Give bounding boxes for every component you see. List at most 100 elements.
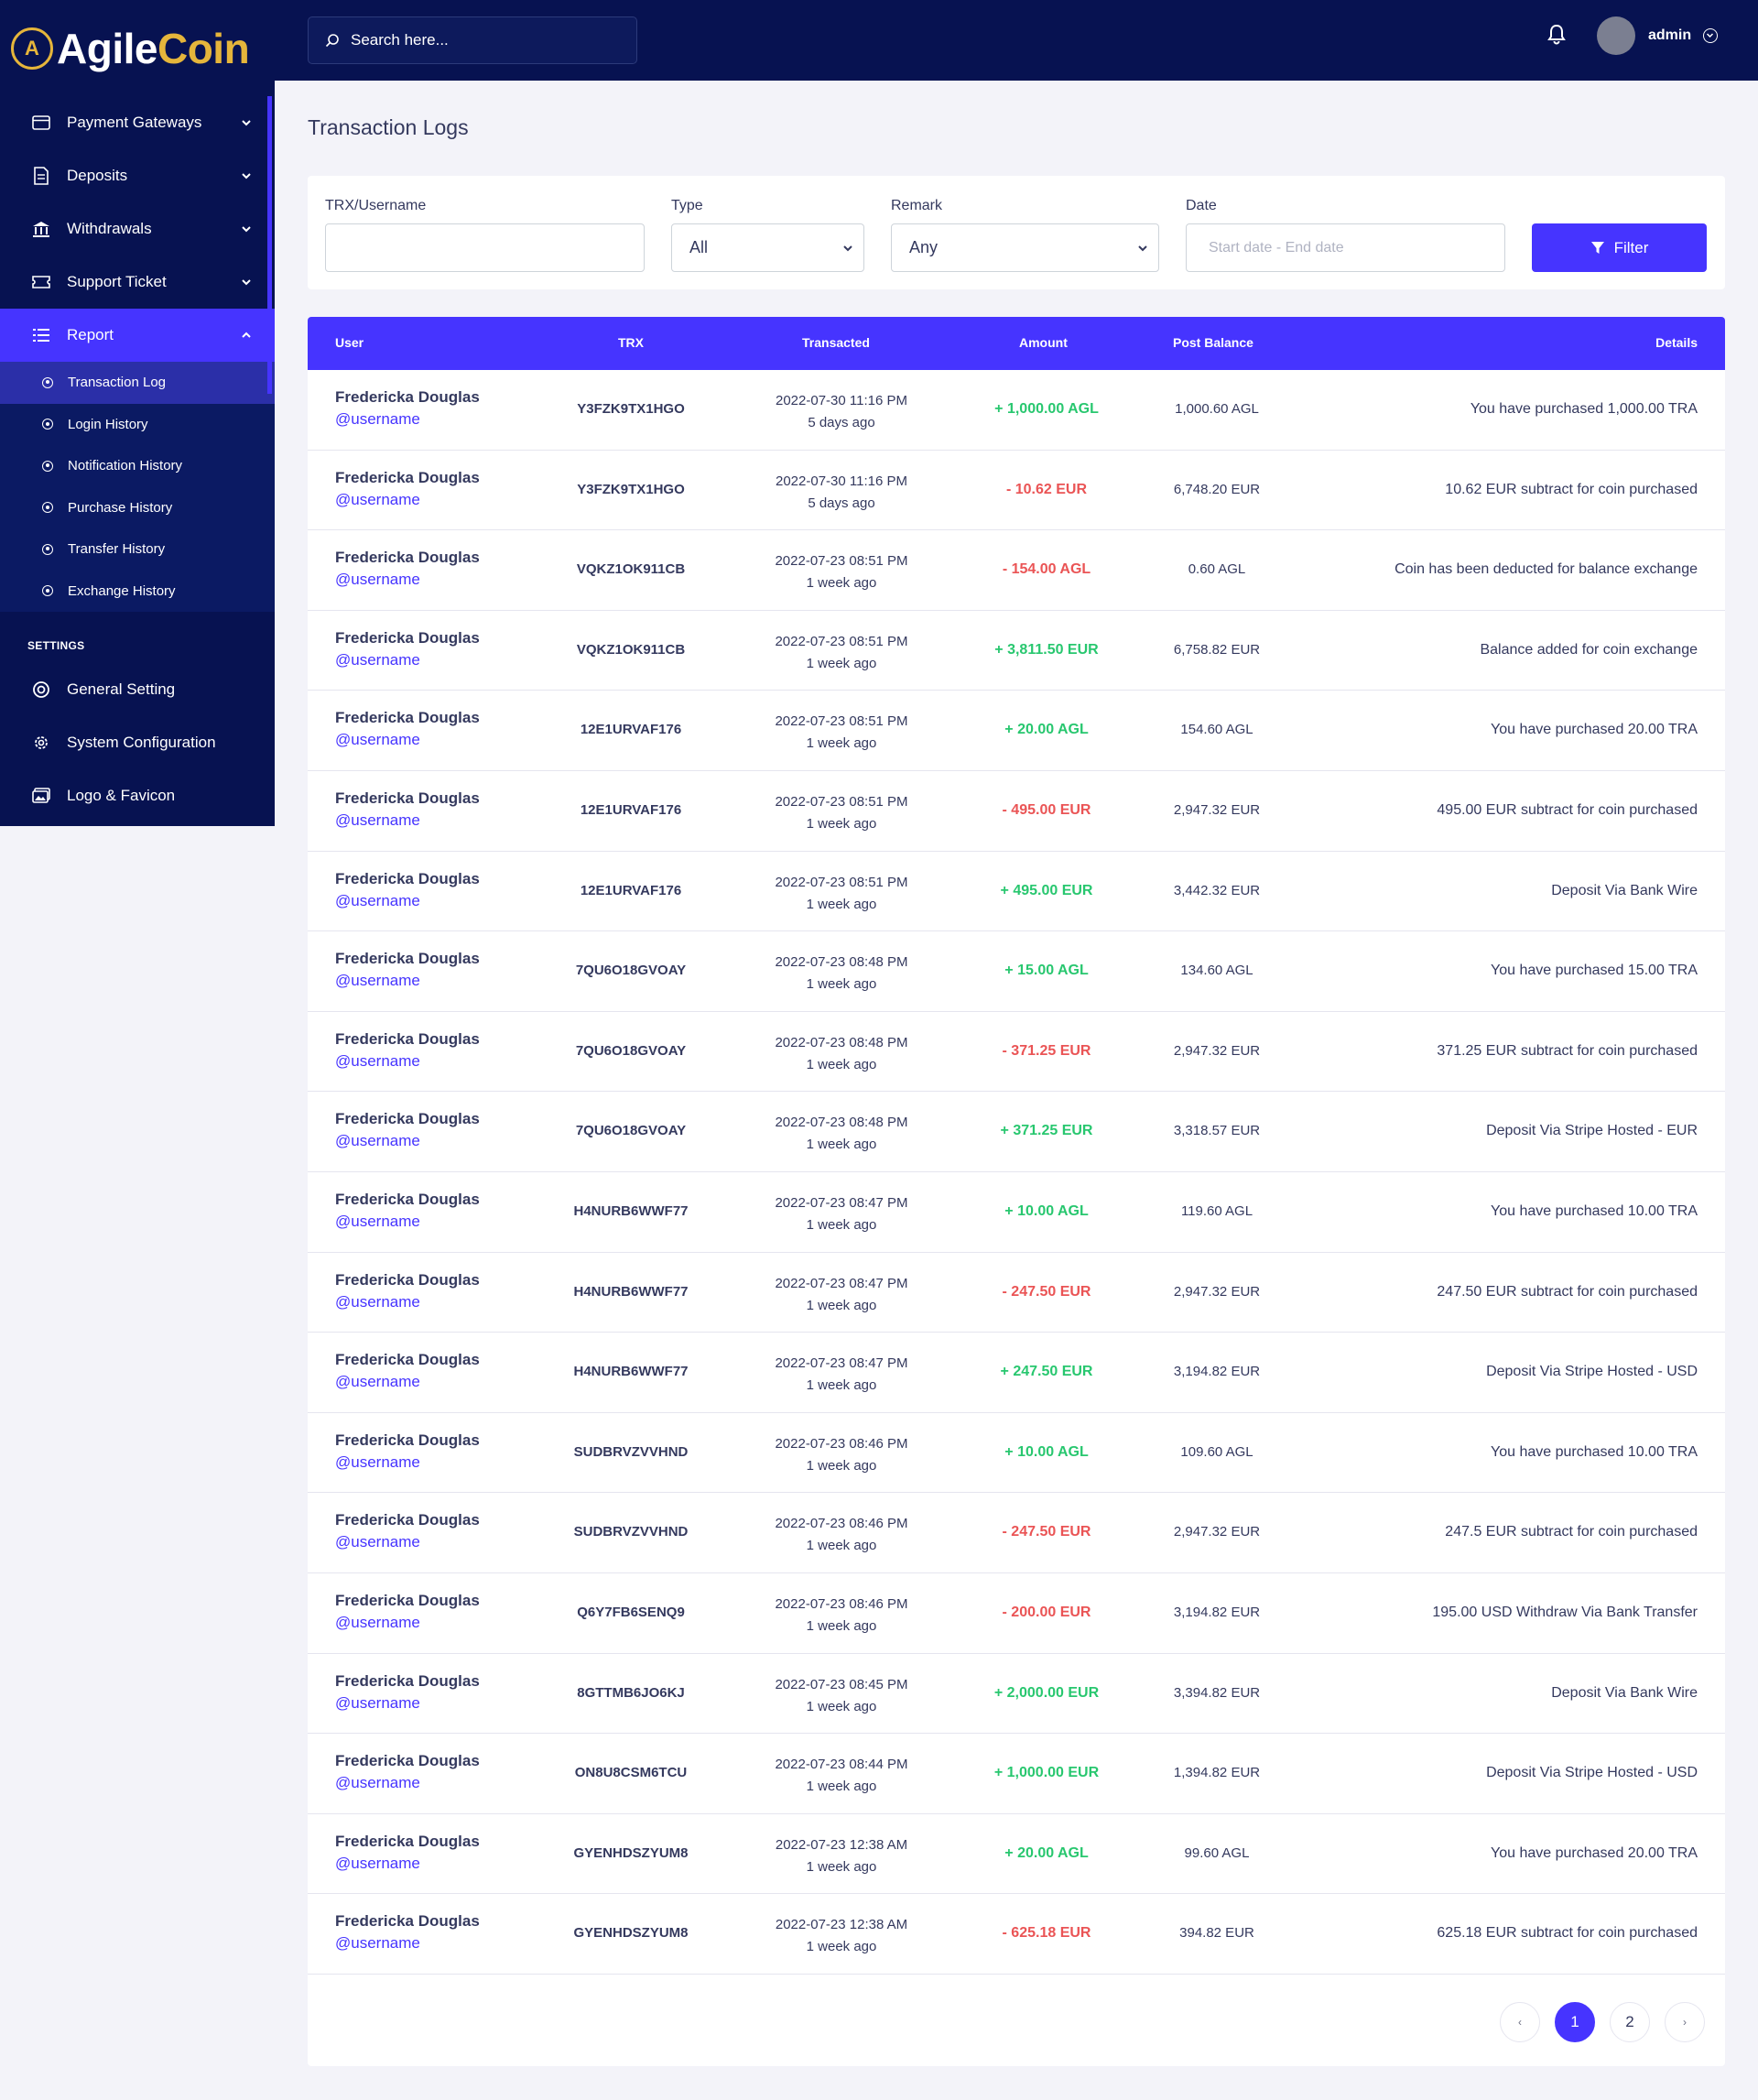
table-row: Fredericka Douglas @username 7QU6O18GVOAY 2… <box>308 1092 1725 1172</box>
username-link[interactable]: @username <box>335 972 420 990</box>
page-title: Transaction Logs <box>308 115 469 139</box>
post-balance-value: 134.60 AGL <box>1180 963 1253 979</box>
bell-icon[interactable] <box>1544 22 1569 48</box>
pagination-page-1[interactable]: 1 <box>1555 2002 1595 2042</box>
username-link[interactable]: @username <box>335 490 420 508</box>
amount-value: + 371.25 EUR <box>1000 1123 1093 1139</box>
username-link[interactable]: @username <box>335 571 420 589</box>
admin-name[interactable]: admin <box>1648 27 1692 43</box>
submenu-transaction-log[interactable]: Transaction Log <box>0 362 275 404</box>
username-link[interactable]: @username <box>335 1613 420 1631</box>
trx-id: ON8U8CSM6TCU <box>574 1765 688 1781</box>
submenu-purchase-history[interactable]: Purchase History <box>0 487 275 529</box>
user-fullname: Fredericka Douglas <box>335 468 480 486</box>
post-balance-value: 394.82 EUR <box>1179 1925 1254 1942</box>
topbar: admin <box>275 0 1758 81</box>
circle-dot-icon <box>42 376 53 388</box>
table-row: Fredericka Douglas @username 7QU6O18GVOAY 2… <box>308 1012 1725 1093</box>
username-link[interactable]: @username <box>335 1693 420 1712</box>
username-link[interactable]: @username <box>335 1292 420 1311</box>
transacted-ago: 1 week ago <box>806 1297 877 1313</box>
gear-icon <box>31 733 51 753</box>
pagination-prev[interactable]: ‹ <box>1500 2002 1540 2042</box>
submenu-login-history[interactable]: Login History <box>0 404 275 446</box>
table-row: Fredericka Douglas @username H4NURB6WWF77 2… <box>308 1253 1725 1333</box>
post-balance-value: 109.60 AGL <box>1180 1443 1253 1460</box>
date-label: Date <box>1186 198 1217 213</box>
sidebar-item-system-configuration[interactable]: System Configuration <box>0 716 275 769</box>
trx-id: SUDBRVZVVHND <box>573 1524 689 1540</box>
remark-select[interactable]: Any <box>891 223 1159 272</box>
post-balance-value: 2,947.32 EUR <box>1173 1042 1261 1059</box>
sidebar-item-payment-gateways[interactable]: Payment Gateways <box>0 96 275 149</box>
post-balance-value: 2,947.32 EUR <box>1173 801 1261 818</box>
user-fullname: Fredericka Douglas <box>335 1912 480 1931</box>
pagination-next[interactable]: › <box>1665 2002 1705 2042</box>
username-link[interactable]: @username <box>335 1934 420 1953</box>
date-range-input[interactable]: Start date - End date <box>1186 223 1505 272</box>
submenu-label: Login History <box>68 416 148 432</box>
search-icon <box>325 34 339 48</box>
header-user: User <box>335 335 364 350</box>
transacted-ago: 1 week ago <box>806 1377 877 1394</box>
circle-dot-icon <box>42 419 53 430</box>
sidebar-item-logo-favicon[interactable]: Logo & Favicon <box>0 769 275 822</box>
search-box[interactable] <box>308 16 637 64</box>
username-link[interactable]: @username <box>335 1533 420 1551</box>
cell-details: You have purchased 10.00 TRA <box>1491 1202 1698 1219</box>
avatar[interactable] <box>1597 16 1635 55</box>
username-link[interactable]: @username <box>335 811 420 829</box>
brand-name: AgileCoin <box>57 24 250 73</box>
pagination-page-2[interactable]: 2 <box>1610 2002 1650 2042</box>
table-header: User TRX Transacted Amount Post Balance … <box>308 317 1725 370</box>
transacted-datetime: 2022-07-23 08:51 PM <box>775 713 908 730</box>
trx-id: H4NURB6WWF77 <box>573 1283 689 1300</box>
user-fullname: Fredericka Douglas <box>335 1431 480 1449</box>
remark-label: Remark <box>891 198 943 213</box>
type-select[interactable]: All <box>671 223 864 272</box>
cell-user: Fredericka Douglas @username <box>335 1511 480 1551</box>
username-link[interactable]: @username <box>335 650 420 669</box>
submenu-exchange-history[interactable]: Exchange History <box>0 571 275 613</box>
amount-value: + 20.00 AGL <box>1004 722 1089 738</box>
amount-value: + 495.00 EUR <box>1000 882 1093 898</box>
post-balance-value: 3,442.32 EUR <box>1173 882 1261 898</box>
brand-logo[interactable]: A AgileCoin <box>0 0 275 96</box>
username-link[interactable]: @username <box>335 891 420 909</box>
sidebar-item-deposits[interactable]: Deposits <box>0 149 275 202</box>
transacted-datetime: 2022-07-23 08:51 PM <box>775 553 908 570</box>
sidebar: A AgileCoin Payment Gateways Deposits Wi… <box>0 0 275 826</box>
trx-id: 12E1URVAF176 <box>580 722 682 738</box>
sidebar-item-label: Payment Gateways <box>67 114 202 131</box>
submenu-notification-history[interactable]: Notification History <box>0 445 275 487</box>
username-link[interactable]: @username <box>335 731 420 749</box>
sidebar-item-support-ticket[interactable]: Support Ticket <box>0 256 275 309</box>
sidebar-item-general-setting[interactable]: General Setting <box>0 663 275 716</box>
username-link[interactable]: @username <box>335 1373 420 1391</box>
username-link[interactable]: @username <box>335 1132 420 1150</box>
username-link[interactable]: @username <box>335 1051 420 1070</box>
transacted-ago: 1 week ago <box>806 1698 877 1714</box>
filter-button[interactable]: Filter <box>1532 223 1707 272</box>
username-link[interactable]: @username <box>335 410 420 428</box>
amount-value: - 625.18 EUR <box>1002 1925 1091 1942</box>
sidebar-item-report[interactable]: Report <box>0 309 275 362</box>
cell-details: 371.25 EUR subtract for coin purchased <box>1437 1042 1698 1059</box>
username-link[interactable]: @username <box>335 1854 420 1872</box>
submenu-transfer-history[interactable]: Transfer History <box>0 528 275 571</box>
credit-card-icon <box>31 113 51 133</box>
sidebar-item-withdrawals[interactable]: Withdrawals <box>0 202 275 256</box>
type-label: Type <box>671 198 703 213</box>
trx-username-input[interactable] <box>325 223 645 272</box>
chevron-down-circle-icon[interactable] <box>1703 28 1718 43</box>
trx-id: GYENHDSZYUM8 <box>573 1925 689 1942</box>
username-link[interactable]: @username <box>335 1212 420 1230</box>
sidebar-scrollbar[interactable] <box>267 96 272 394</box>
username-link[interactable]: @username <box>335 1774 420 1792</box>
search-input[interactable] <box>351 31 607 49</box>
table-row: Fredericka Douglas @username 12E1URVAF176 2… <box>308 771 1725 852</box>
cell-user: Fredericka Douglas @username <box>335 1271 480 1311</box>
transacted-ago: 5 days ago <box>808 415 875 430</box>
transacted-datetime: 2022-07-23 12:38 AM <box>775 1917 908 1933</box>
username-link[interactable]: @username <box>335 1453 420 1471</box>
